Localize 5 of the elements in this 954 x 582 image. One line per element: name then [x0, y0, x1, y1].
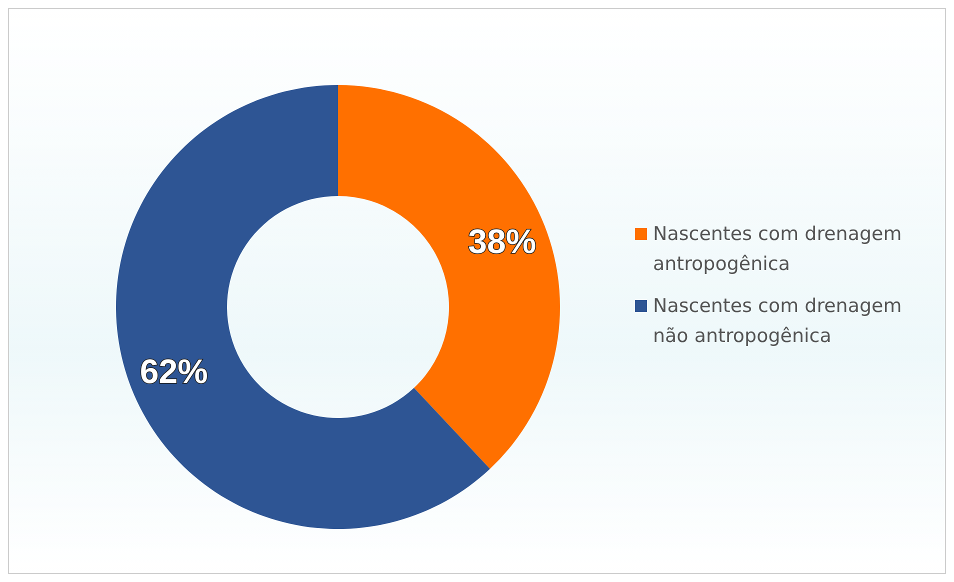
data-label: 62% — [140, 352, 208, 391]
donut-slice — [338, 85, 560, 469]
data-label: 38% — [468, 223, 536, 262]
legend-label: Nascentes com drenagem não antropogênica — [653, 294, 903, 349]
legend-label: Nascentes com drenagem antropogênica — [653, 222, 903, 277]
